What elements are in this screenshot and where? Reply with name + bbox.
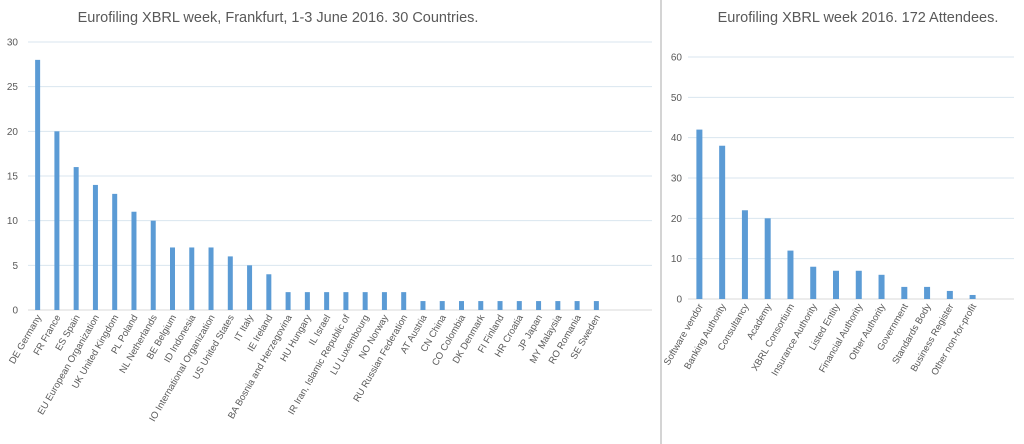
bar (946, 290, 953, 299)
bar (787, 250, 794, 299)
bar (497, 301, 503, 310)
bar (459, 301, 464, 310)
y-tick-label: 15 (7, 172, 19, 183)
bar (536, 301, 542, 310)
bar (696, 129, 703, 299)
bar (401, 292, 407, 310)
bar (516, 301, 522, 310)
bar (73, 167, 79, 310)
y-tick-label: 20 (671, 214, 683, 225)
bar (304, 292, 310, 310)
y-tick-label: 30 (671, 174, 683, 185)
y-tick-label: 10 (671, 254, 683, 265)
bar (719, 145, 726, 299)
bar (170, 247, 175, 310)
y-tick-label: 50 (671, 93, 683, 104)
bar (764, 218, 771, 299)
bar (324, 292, 330, 310)
bar (574, 301, 580, 310)
y-tick-label: 10 (7, 216, 19, 227)
bar (478, 301, 484, 310)
bar (208, 247, 214, 310)
bar (855, 270, 862, 299)
panel-divider (660, 0, 662, 444)
bar (189, 247, 195, 310)
bar (878, 274, 885, 299)
country-chart-panel: Eurofiling XBRL week, Frankfurt, 1-3 Jun… (6, 10, 652, 424)
bar (924, 286, 931, 299)
y-tick-label: 25 (7, 82, 19, 93)
bar (285, 292, 291, 310)
bar (439, 301, 445, 310)
bar (92, 184, 98, 310)
bar (266, 274, 272, 310)
bar (112, 193, 118, 310)
y-tick-label: 5 (12, 261, 18, 272)
y-tick-label: 0 (676, 295, 682, 306)
chart-title: Eurofiling XBRL week, Frankfurt, 1-3 Jun… (78, 10, 479, 26)
country-chart: Eurofiling XBRL week, Frankfurt, 1-3 Jun… (7, 10, 652, 424)
y-tick-label: 0 (12, 306, 18, 317)
bar (969, 294, 976, 299)
bar (593, 301, 599, 310)
bar (35, 59, 41, 310)
y-tick-label: 60 (671, 53, 683, 64)
bar (420, 301, 426, 310)
attendee-chart: Eurofiling XBRL week 2016. 172 Attendees… (662, 10, 1014, 378)
bar (54, 131, 60, 310)
bar (833, 270, 839, 299)
chart-title: Eurofiling XBRL week 2016. 172 Attendees… (718, 10, 999, 26)
bar (810, 266, 817, 299)
bar (741, 210, 748, 299)
attendee-chart-panel: Eurofiling XBRL week 2016. 172 Attendees… (662, 0, 1024, 444)
bar (555, 301, 561, 310)
y-tick-label: 40 (671, 133, 683, 144)
y-tick-label: 20 (7, 127, 19, 138)
y-tick-label: 30 (7, 38, 19, 49)
bar (150, 220, 156, 310)
bar (381, 292, 387, 310)
bar (343, 292, 349, 310)
bar (362, 292, 368, 310)
bar (227, 256, 233, 310)
bar (131, 211, 137, 310)
bar (901, 286, 908, 299)
bar (247, 265, 253, 310)
